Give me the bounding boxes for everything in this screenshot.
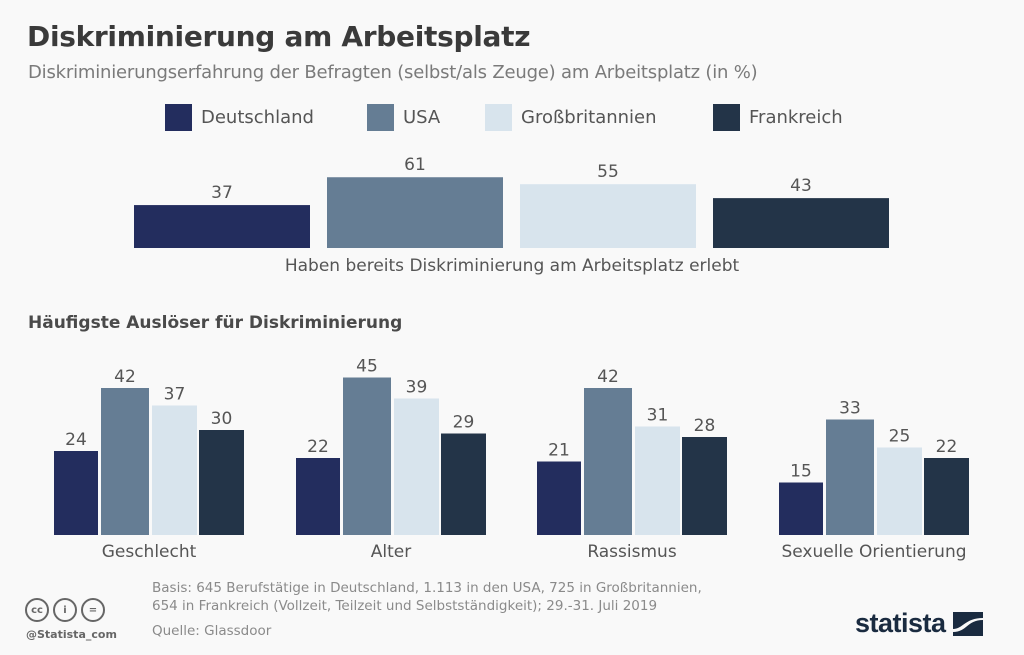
data-label: 22 [307,437,329,457]
data-label: 55 [597,162,619,182]
attribution-icon: i [53,598,77,622]
legend-item-usa: USA [367,103,440,131]
data-label: 25 [889,427,911,447]
bar-sexuelle-orientierung-deutschland [779,482,823,535]
bar-rassismus-großbritannien [635,426,680,535]
legend-label: USA [403,106,441,128]
data-label: 21 [548,441,570,461]
bar-sexuelle-orientierung-usa [826,419,874,535]
bar-geschlecht-frankreich [199,430,244,535]
data-label: 29 [453,413,475,433]
twitter-handle[interactable]: @Statista_com [26,628,117,641]
data-label: 22 [936,437,958,457]
bar-top-frankreich [713,198,889,248]
footnote-line-1: Basis: 645 Berufstätige in Deutschland, … [152,580,702,596]
bar-top-usa [327,177,503,248]
statista-logo-icon [952,611,983,636]
data-label: 42 [597,367,619,387]
legend: Deutschland USA Großbritannien Frankreic… [0,103,1024,131]
no-derivatives-icon: = [81,598,105,622]
legend-item-deutschland: Deutschland [165,103,314,131]
bar-alter-usa [343,377,391,535]
legend-swatch [713,103,740,131]
top-chart-category-label: Haben bereits Diskriminierung am Arbeits… [284,256,740,276]
legend-swatch [485,103,512,131]
bar-geschlecht-usa [101,388,149,535]
legend-item-frankreich: Frankreich [713,103,843,131]
bar-top-großbritannien [520,184,696,248]
data-label: 42 [114,367,136,387]
data-label: 39 [406,378,428,398]
bar-geschlecht-deutschland [54,451,98,535]
category-label: Alter [371,542,411,562]
category-label: Geschlecht [102,542,197,562]
data-label: 61 [404,155,426,175]
chart-title: Diskriminierung am Arbeitsplatz [27,20,531,53]
creative-commons-icon: cc [25,598,49,622]
legend-label: Frankreich [749,106,843,128]
category-label: Rassismus [587,542,676,562]
data-label: 33 [839,399,861,419]
bar-top-deutschland [134,205,310,248]
legend-label: Großbritannien [521,106,657,128]
license-icons: cc i = [25,598,105,622]
data-label: 31 [647,406,669,426]
data-label: 43 [790,176,812,196]
bar-rassismus-usa [584,388,632,535]
category-label: Sexuelle Orientierung [781,542,966,562]
data-label: 45 [356,357,378,377]
bar-alter-frankreich [441,433,486,535]
bar-rassismus-deutschland [537,461,581,535]
section-title: Häufigste Auslöser für Diskriminierung [28,313,403,333]
legend-swatch [367,103,394,131]
legend-swatch [165,103,192,131]
bar-alter-deutschland [296,458,340,535]
footnote-basis: Basis: 645 Berufstätige in Deutschland, … [152,579,702,615]
data-label: 30 [211,409,233,429]
bar-alter-großbritannien [394,398,439,535]
bar-sexuelle-orientierung-frankreich [924,458,969,535]
statista-logo[interactable]: statista [855,608,983,639]
source-note: Quelle: Glassdoor [152,623,272,639]
logo-text: statista [855,608,946,638]
legend-label: Deutschland [201,106,314,128]
bar-geschlecht-großbritannien [152,405,197,535]
data-label: 28 [694,416,716,436]
footnote-line-2: 654 in Frankreich (Vollzeit, Teilzeit un… [152,598,658,614]
data-label: 37 [164,385,186,405]
data-label: 37 [211,183,233,203]
data-label: 24 [65,430,87,450]
bar-rassismus-frankreich [682,437,727,535]
bar-sexuelle-orientierung-großbritannien [877,447,922,535]
data-label: 15 [790,462,812,482]
legend-item-grossbritannien: Großbritannien [485,103,657,131]
chart-subtitle: Diskriminierungserfahrung der Befragten … [28,62,758,83]
